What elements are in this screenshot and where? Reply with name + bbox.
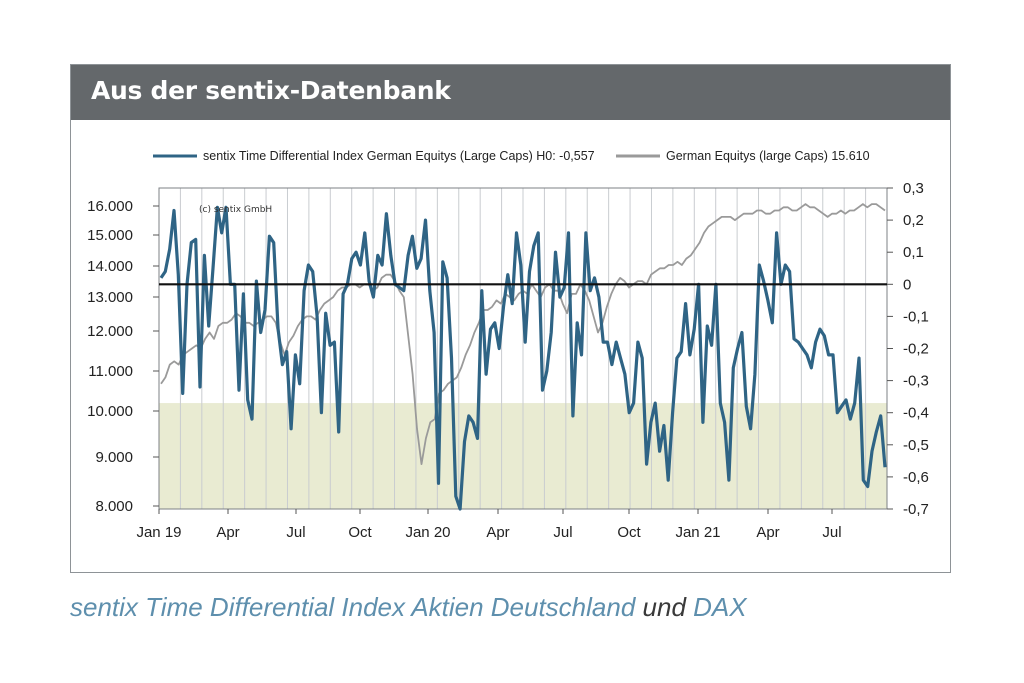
- x-axis-label: Oct: [348, 524, 372, 541]
- chart-frame: Aus der sentix-Datenbank 16.000 15.000 14.…: [70, 64, 951, 573]
- x-axis-label: Jul: [822, 524, 841, 541]
- left-axis-label: 14.000: [87, 258, 133, 275]
- x-axis-label: Oct: [617, 524, 641, 541]
- sentix-chart: 16.000 15.000 14.000 13.000 12.000 11.000 10.0…: [87, 149, 929, 541]
- right-axis-label: -0,6: [903, 469, 929, 486]
- x-axis-label: Jan 19: [136, 524, 181, 541]
- x-axis-label: Apr: [216, 524, 239, 541]
- left-axis-label: 8.000: [95, 498, 133, 515]
- right-axis-label: 0,1: [903, 244, 924, 261]
- caption-part-1: sentix Time Differential Index Aktien De…: [70, 592, 636, 622]
- right-axis-label: -0,4: [903, 405, 929, 422]
- right-axis-label: -0,7: [903, 501, 929, 518]
- header-title: Aus der sentix-Datenbank: [91, 76, 451, 105]
- legend-label: sentix Time Differential Index German Eq…: [203, 149, 595, 163]
- right-axis-label: 0,3: [903, 180, 924, 197]
- left-axis-label: 11.000: [88, 363, 133, 380]
- x-axis-label: Apr: [756, 524, 779, 541]
- watermark-text: (c) sentix GmbH: [199, 205, 272, 215]
- right-axis-label: -0,3: [903, 373, 929, 390]
- x-axis-label: Apr: [486, 524, 509, 541]
- right-axis-label: 0: [903, 276, 911, 293]
- legend-label: German Equitys (large Caps) 15.610: [666, 149, 870, 163]
- caption-part-2: und: [642, 592, 686, 622]
- left-axis-label: 13.000: [87, 289, 133, 306]
- left-axis-label: 10.000: [87, 403, 133, 420]
- x-axis-label: Jan 21: [675, 524, 720, 541]
- left-axis-label: 9.000: [95, 449, 133, 466]
- left-axis-label: 15.000: [87, 227, 133, 244]
- right-axis-label: -0,1: [903, 308, 929, 325]
- right-axis-label: -0,2: [903, 341, 929, 358]
- chart-caption: sentix Time Differential Index Aktien De…: [70, 592, 747, 623]
- left-axis-label: 12.000: [87, 323, 133, 340]
- left-axis-label: 16.000: [87, 198, 133, 215]
- x-axis-label: Jul: [286, 524, 305, 541]
- right-axis-label: 0,2: [903, 212, 924, 229]
- x-axis-label: Jan 20: [405, 524, 450, 541]
- chart-header: Aus der sentix-Datenbank: [71, 65, 950, 120]
- caption-part-3: DAX: [693, 592, 747, 622]
- right-axis-label: -0,5: [903, 437, 929, 454]
- x-axis-label: Jul: [553, 524, 572, 541]
